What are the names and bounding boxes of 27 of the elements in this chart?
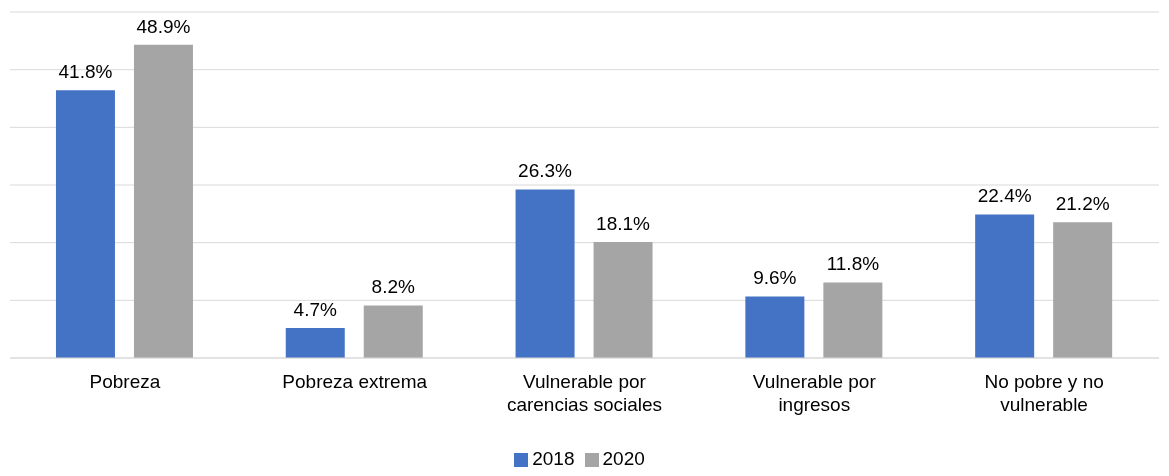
data-label: 18.1% <box>596 213 651 235</box>
legend-label: 2018 <box>532 448 575 469</box>
x-tick-label: Vulnerable por carencias sociales <box>506 371 663 415</box>
data-label: 11.8% <box>826 253 880 275</box>
bar <box>285 327 345 358</box>
data-label: 41.8% <box>58 61 113 83</box>
x-tick-label: Vulnerable por ingresos <box>752 371 877 415</box>
bar <box>1053 222 1113 358</box>
bar <box>363 305 423 358</box>
data-label: 9.6% <box>753 267 797 289</box>
legend-label: 2020 <box>602 448 645 469</box>
bar <box>593 242 653 358</box>
data-label: 26.3% <box>518 160 573 182</box>
bar <box>745 296 805 358</box>
data-label: 21.2% <box>1055 193 1110 215</box>
bar <box>55 90 115 358</box>
x-tick-label: Pobreza <box>89 371 161 392</box>
bar <box>133 44 193 358</box>
x-tick-label: No pobre y no vulnerable <box>984 371 1104 415</box>
bar <box>515 189 575 358</box>
bar <box>975 214 1035 358</box>
data-label: 8.2% <box>371 276 416 298</box>
data-label: 22.4% <box>977 185 1032 207</box>
data-label: 48.9% <box>136 15 191 37</box>
bar <box>823 282 883 358</box>
data-label: 4.7% <box>293 298 338 320</box>
x-tick-label: Pobreza extrema <box>282 371 428 392</box>
